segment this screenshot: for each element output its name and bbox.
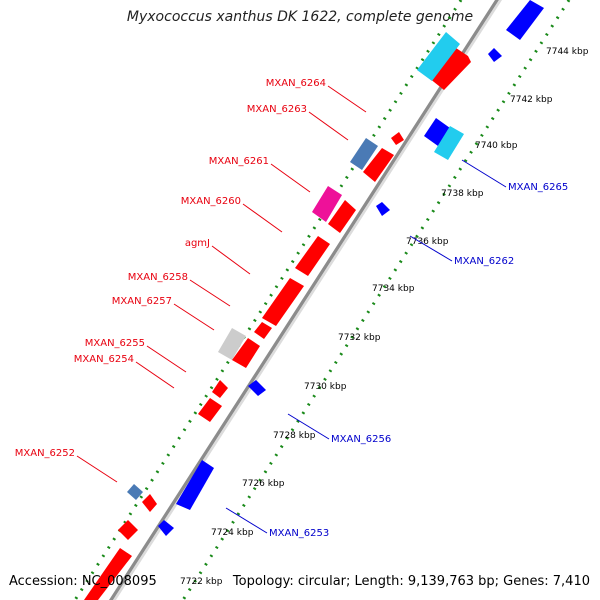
gene-arrow-agmj[interactable]: [295, 236, 330, 276]
gene-arrow-mxan-6265c[interactable]: [434, 126, 464, 160]
forward-genes: [84, 32, 471, 600]
scale-label: 7724 kbp: [211, 528, 254, 538]
reverse-gene-label[interactable]: MXAN_6253: [269, 528, 329, 539]
scale-label: 7744 kbp: [546, 47, 589, 57]
reverse-gene-label[interactable]: MXAN_6265: [508, 182, 568, 193]
label-leader-line: [327, 85, 367, 113]
label-leader-line: [76, 455, 118, 483]
forward-gene-label[interactable]: MXAN_6252: [15, 448, 75, 459]
gene-arrow-mxan-6255[interactable]: [218, 328, 246, 360]
gene-arrow-mxan-6263[interactable]: [391, 132, 404, 145]
scale-labels: 7722 kbp 7724 kbp 7726 kbp 7728 kbp 7730 kbp…: [180, 47, 589, 587]
gene-arrow-mxan-6251[interactable]: [118, 520, 138, 540]
genome-backbone: [109, 0, 499, 600]
gene-arrow-mxan-6257[interactable]: [254, 322, 272, 339]
gene-arrow-mxan-6253[interactable]: [176, 460, 214, 510]
forward-gene-label[interactable]: agmJ: [185, 238, 210, 249]
label-leader-line: [461, 159, 507, 188]
gene-arrow-mxan-6262b[interactable]: [363, 148, 394, 182]
scale-label: 7734 kbp: [372, 284, 415, 294]
label-leader-line: [211, 245, 251, 275]
scale-label: 7726 kbp: [242, 479, 285, 489]
label-leader-line: [225, 507, 268, 534]
reverse-genes: [158, 0, 544, 536]
reverse-gene-label[interactable]: MXAN_6262: [454, 256, 514, 267]
gene-arrow-mxan-6250[interactable]: [84, 548, 132, 600]
label-leader-line: [146, 345, 187, 373]
scale-label: 7732 kbp: [338, 333, 381, 343]
reverse-gene-label[interactable]: MXAN_6256: [331, 434, 391, 445]
label-leader-line: [308, 111, 349, 141]
gene-arrow-mxan-6252[interactable]: [127, 484, 143, 500]
gene-arrow-mxan-6254c[interactable]: [212, 380, 228, 398]
gene-arrow-mxan-6258[interactable]: [262, 278, 304, 326]
gene-arrow-mxan-6262[interactable]: [376, 202, 390, 216]
map-title: Myxococcus xanthus DK 1622, complete gen…: [126, 9, 474, 25]
gene-arrow-mxan-6266[interactable]: [506, 0, 544, 40]
genome-backbone-shade: [113, 0, 502, 600]
label-leader-line: [270, 163, 311, 193]
gene-arrow-mxan-6264[interactable]: [429, 48, 471, 90]
gene-arrow-mxan-6261[interactable]: [350, 138, 378, 170]
forward-gene-label[interactable]: MXAN_6255: [85, 338, 145, 349]
scale-label: 7736 kbp: [406, 237, 449, 247]
gene-arrow-mxan-6260[interactable]: [312, 186, 342, 222]
scale-label: 7730 kbp: [304, 382, 347, 392]
accession-text: Accession: NC_008095: [9, 574, 157, 589]
gene-arrow-mxan-6254[interactable]: [232, 338, 260, 368]
forward-gene-label[interactable]: MXAN_6260: [181, 196, 241, 207]
gene-arrow-mxan-6265[interactable]: [424, 118, 450, 146]
genome-summary-text: Topology: circular; Length: 9,139,763 bp…: [232, 574, 590, 589]
gene-arrow-mxan-6256[interactable]: [248, 380, 266, 396]
scale-label: 7740 kbp: [475, 141, 518, 151]
label-leader-line: [409, 235, 453, 262]
tick-row-inner: [181, 0, 571, 600]
scale-label: 7742 kbp: [510, 95, 553, 105]
label-leader-line: [242, 203, 283, 233]
forward-gene-label[interactable]: MXAN_6258: [128, 272, 188, 283]
gene-arrow-mxan-6260b[interactable]: [328, 200, 356, 233]
scale-label: 7722 kbp: [180, 577, 223, 587]
forward-gene-label[interactable]: MXAN_6264: [266, 78, 326, 89]
scale-label: 7738 kbp: [441, 189, 484, 199]
forward-gene-labels: MXAN_6264 MXAN_6263 MXAN_6261 MXAN_6260 agmJ…: [15, 78, 367, 483]
gene-arrow-mxan-6252b[interactable]: [142, 494, 157, 512]
forward-gene-label[interactable]: MXAN_6263: [247, 104, 307, 115]
reverse-gene-labels: MXAN_6265 MXAN_6262 MXAN_6256 MXAN_6253: [225, 159, 568, 539]
gene-arrow-mxan-6264b[interactable]: [417, 32, 460, 81]
label-leader-line: [189, 279, 231, 307]
label-leader-line: [287, 413, 330, 440]
forward-gene-label[interactable]: MXAN_6257: [112, 296, 172, 307]
label-leader-line: [135, 361, 175, 389]
gene-arrow-mxan-6254b[interactable]: [198, 398, 222, 422]
label-leader-line: [173, 303, 215, 331]
gene-arrow-mxan-6253b[interactable]: [158, 520, 174, 536]
forward-gene-label[interactable]: MXAN_6254: [74, 354, 134, 365]
gene-arrow-mxan-6265b[interactable]: [488, 48, 502, 62]
forward-gene-label[interactable]: MXAN_6261: [209, 156, 269, 167]
scale-label: 7728 kbp: [273, 431, 316, 441]
